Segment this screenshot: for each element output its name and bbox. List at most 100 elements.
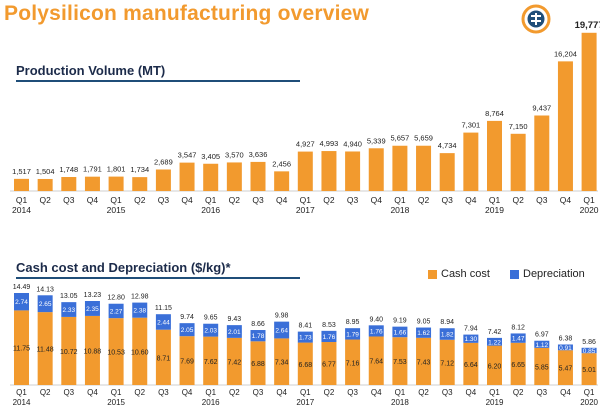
depreciation-value-label: 0.91: [559, 345, 572, 352]
production-quarter-label: Q1: [205, 195, 217, 205]
production-bar: [132, 177, 148, 191]
production-value-label: 3,636: [249, 150, 268, 159]
depreciation-value-label: 1.79: [346, 331, 359, 338]
cost-quarter-label: Q2: [324, 388, 335, 397]
production-value-label: 3,570: [225, 150, 244, 159]
production-title-rule: [16, 80, 300, 82]
production-value-label: 7,301: [461, 121, 480, 130]
cost-year-label: 2016: [202, 398, 220, 407]
production-value-label: 3,547: [178, 151, 197, 160]
production-value-label: 9,437: [532, 104, 551, 113]
production-bar: [510, 133, 526, 191]
production-bar: [463, 132, 479, 191]
production-year-label: 2019: [485, 205, 504, 215]
cash-cost-bar: [463, 342, 479, 385]
depreciation-bar: [61, 302, 77, 317]
cash-cost-bar: [416, 337, 432, 385]
production-bar: [439, 153, 455, 191]
cash-cost-value-label: 6.68: [298, 362, 312, 369]
cash-cost-bar: [179, 336, 195, 385]
depreciation-value-label: 1.22: [488, 339, 501, 346]
production-year-label: 2017: [296, 205, 315, 215]
cost-quarter-label: Q2: [229, 388, 240, 397]
total-cost-label: 8.95: [346, 319, 360, 326]
cash-cost-chart: 11.75 2.74 14.49 11.48 2.65 14.13 10.72 2.33 13.…: [10, 284, 599, 407]
depreciation-bar: [250, 330, 266, 342]
production-quarter-label: Q1: [394, 195, 406, 205]
total-cost-label: 13.23: [84, 292, 102, 299]
production-quarter-label: Q2: [418, 195, 430, 205]
cash-cost-value-label: 7.69: [180, 359, 194, 366]
depreciation-value-label: 2.64: [275, 328, 288, 335]
production-bar: [37, 178, 53, 191]
cost-quarter-label: Q1: [16, 388, 27, 397]
depreciation-bar: [534, 340, 550, 348]
cost-year-label: 2020: [580, 398, 598, 407]
total-cost-label: 6.38: [559, 335, 573, 342]
depreciation-value-label: 2.35: [86, 306, 99, 313]
cost-quarter-label: Q3: [347, 388, 358, 397]
production-value-label: 4,734: [438, 141, 457, 150]
depreciation-bar: [463, 334, 479, 343]
production-bar: [392, 145, 408, 191]
cash-cost-value-label: 7.42: [228, 359, 242, 366]
production-quarter-label: Q4: [87, 195, 99, 205]
production-bar: [226, 162, 242, 191]
cash-cost-value-label: 6.64: [464, 362, 478, 369]
production-value-label: 1,748: [59, 165, 78, 174]
total-cost-label: 9.40: [369, 316, 383, 323]
cash-cost-bar: [155, 329, 171, 385]
production-year-label: 2016: [201, 205, 220, 215]
cost-quarter-label: Q1: [584, 388, 595, 397]
cash-cost-bar: [61, 316, 77, 385]
total-cost-label: 7.42: [488, 329, 502, 336]
depreciation-value-label: 1.82: [441, 332, 454, 339]
cash-cost-value-label: 10.88: [84, 348, 102, 355]
cash-cost-bar: [108, 318, 124, 385]
cost-year-label: 2017: [296, 398, 314, 407]
production-bar: [534, 115, 550, 191]
depreciation-value-label: 2.44: [157, 319, 170, 326]
cost-year-label: 2018: [391, 398, 409, 407]
depreciation-bar: [368, 325, 384, 337]
cash-cost-bar: [14, 310, 29, 385]
depreciation-value-label: 2.33: [62, 307, 75, 314]
depreciation-value-label: 1.12: [535, 342, 548, 349]
production-quarter-label: Q3: [252, 195, 264, 205]
cash-cost-bar: [368, 336, 384, 385]
depreciation-bar: [487, 337, 502, 346]
total-cost-label: 5.86: [582, 339, 596, 346]
legend-cash-cost: Cash cost: [428, 268, 490, 280]
depreciation-value-label: 2.05: [181, 327, 194, 334]
production-quarter-label: Q4: [371, 195, 383, 205]
total-cost-label: 9.19: [393, 318, 407, 325]
production-value-label: 16,204: [554, 49, 577, 58]
total-cost-label: 8.12: [511, 324, 525, 331]
depreciation-bar: [439, 328, 455, 340]
production-quarter-label: Q2: [134, 195, 146, 205]
cost-quarter-label: Q1: [395, 388, 406, 397]
production-bar: [321, 151, 337, 191]
cost-year-label: 2019: [486, 398, 504, 407]
cost-quarter-label: Q2: [40, 388, 51, 397]
depreciation-bar: [581, 347, 597, 354]
depreciation-value-label: 2.01: [228, 329, 241, 336]
cash-cost-bar: [581, 353, 597, 385]
depreciation-bar: [226, 325, 242, 338]
production-year-label: 2018: [390, 205, 409, 215]
depreciation-value-label: 2.03: [204, 328, 217, 335]
company-logo-icon: [521, 4, 551, 34]
production-bar: [581, 32, 597, 192]
depreciation-bar: [155, 314, 171, 330]
production-quarter-label: Q3: [536, 195, 548, 205]
depreciation-bar: [510, 333, 526, 343]
legend-cash-cost-label: Cash cost: [441, 268, 490, 280]
production-bar: [557, 61, 573, 192]
legend-cash-cost-swatch: [428, 269, 437, 279]
production-quarter-label: Q1: [16, 195, 28, 205]
total-cost-label: 9.74: [180, 314, 194, 321]
cost-quarter-label: Q1: [205, 388, 216, 397]
production-quarter-label: Q4: [181, 195, 193, 205]
production-value-label: 1,734: [130, 165, 149, 174]
production-quarter-label: Q2: [229, 195, 241, 205]
